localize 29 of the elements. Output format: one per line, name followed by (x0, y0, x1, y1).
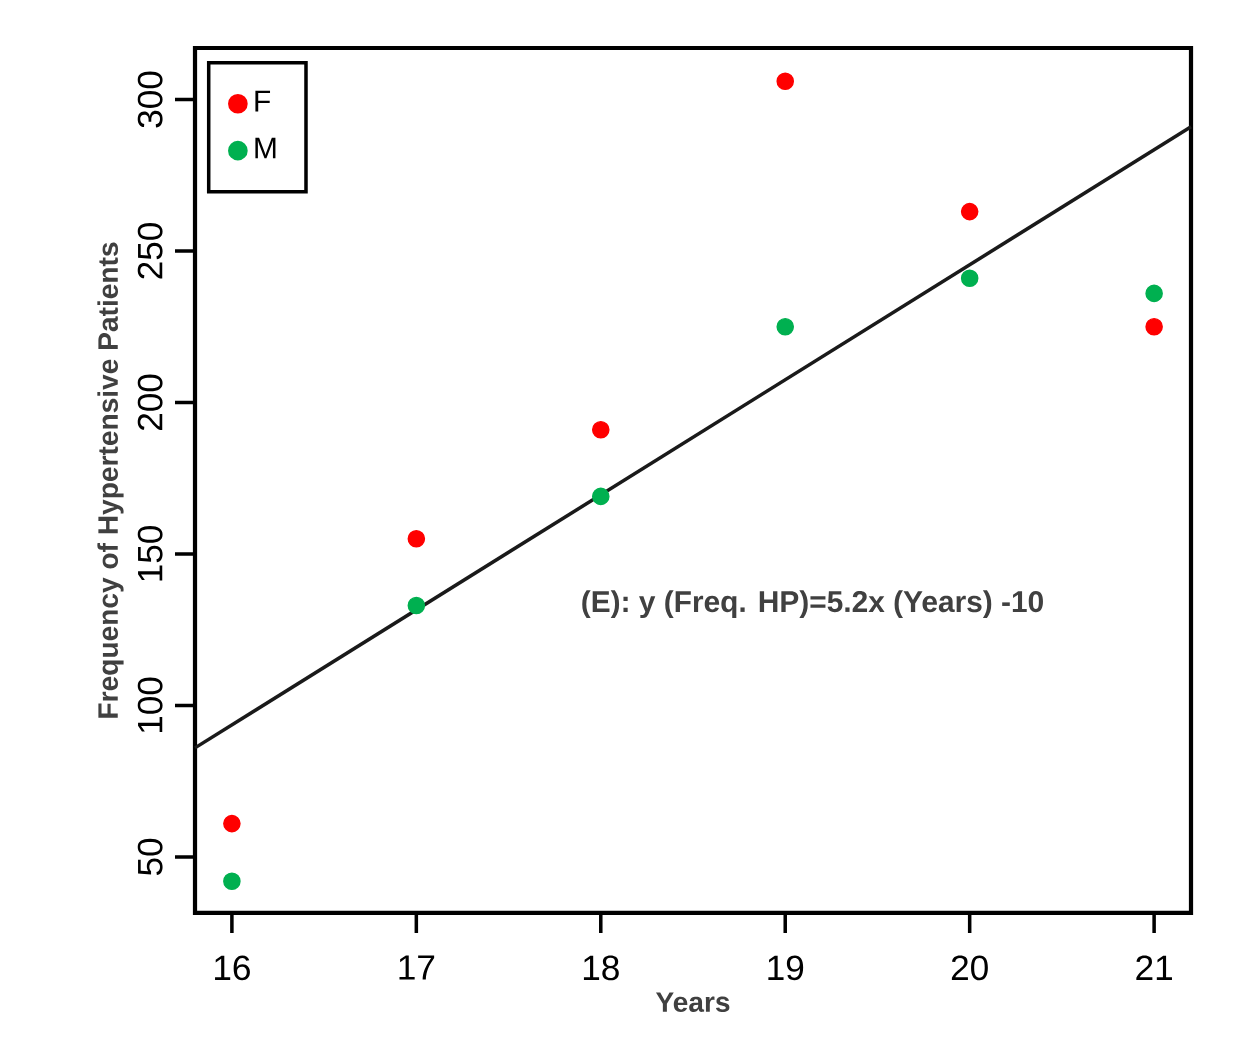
point (223, 814, 241, 833)
x-tick-label: 17 (399, 955, 435, 980)
point (776, 317, 795, 336)
point (407, 530, 426, 548)
y-tick-label: 50 (137, 838, 163, 876)
point (960, 202, 979, 221)
x-tick-label: 19 (768, 955, 804, 981)
x-tick-label: 21 (1136, 955, 1172, 980)
y-tick-label: 100 (137, 677, 163, 733)
point (1145, 317, 1163, 336)
x-tick-label: 18 (583, 955, 619, 981)
annotation: (E): y (Freq. HP)=5.2x (Years) -10 (582, 590, 1043, 619)
legend-label: M (255, 137, 276, 159)
point (1145, 284, 1163, 303)
point (223, 872, 241, 890)
y-tick-label: 250 (137, 223, 163, 279)
point (591, 487, 610, 506)
y-axis-title: Frequency of Hypertensive Patients (97, 242, 124, 718)
point (776, 72, 795, 91)
x-tick-label: 16 (215, 955, 250, 981)
x-axis-title: Years (655, 992, 730, 1013)
legend-label: F (255, 90, 271, 112)
point (407, 596, 426, 615)
point (591, 420, 610, 439)
y-tick-label: 200 (137, 374, 163, 431)
y-tick-label: 300 (137, 71, 163, 128)
y-tick-label: 150 (137, 526, 163, 581)
x-tick-label: 20 (951, 955, 988, 981)
point (960, 269, 979, 288)
